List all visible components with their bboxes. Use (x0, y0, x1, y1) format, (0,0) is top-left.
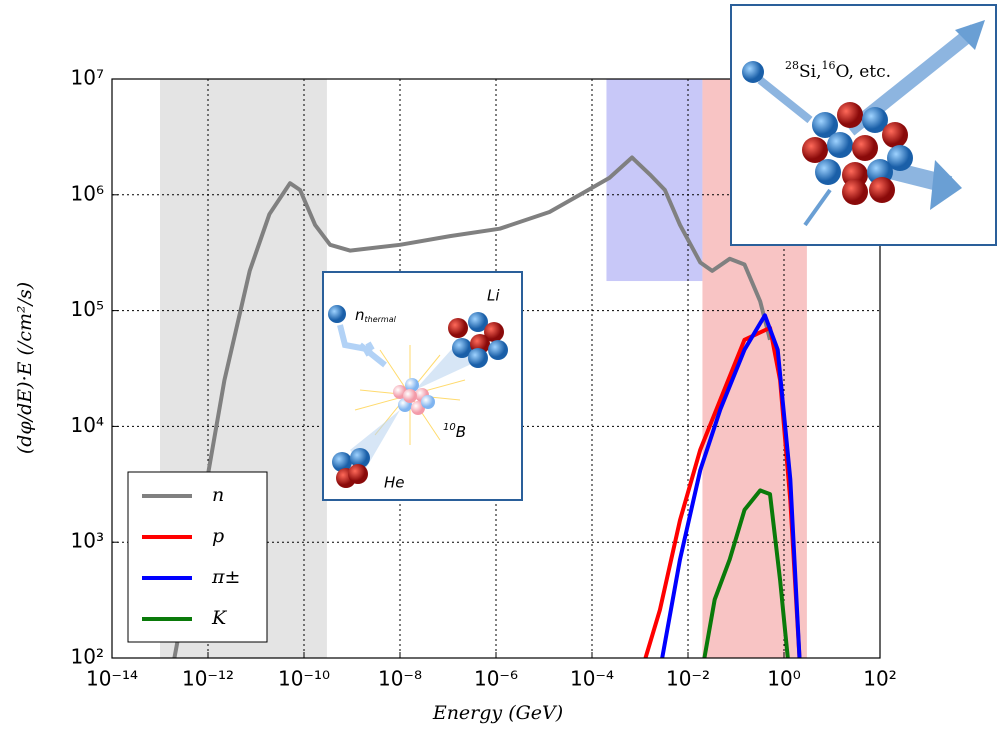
inset-label: He (384, 474, 405, 492)
boron-nucleus (393, 378, 435, 415)
lines (172, 155, 802, 658)
y-tick-label: 10⁷ (71, 66, 104, 90)
x-tick-label: 10⁻¹² (182, 667, 234, 691)
inset-label: 10B (443, 422, 466, 441)
y-tick-label: 10³ (71, 529, 104, 553)
x-tick-label: 10⁻¹⁴ (86, 667, 138, 691)
x-tick-label: 10² (863, 667, 896, 691)
series-line (660, 313, 802, 658)
legend-box (127, 471, 268, 643)
y-tick-label: 10² (71, 645, 104, 669)
y-tick-label: 10⁴ (71, 413, 104, 437)
x-tick-label: 10⁻² (666, 667, 710, 691)
y-axis-label: (dφ/dE)·E (/cm²/s) (14, 282, 36, 454)
inset-label: Li (487, 287, 500, 305)
ticks: 10⁻¹⁴ 10⁻¹² 10⁻¹⁰ 10⁻⁸ 10⁻⁶ 10⁻⁴ 10⁻² 10⁰ 10² 10²… (71, 66, 897, 691)
y-tick-label: 10⁶ (71, 181, 104, 205)
he-nucleus (332, 448, 370, 488)
x-tick-label: 10⁻⁴ (570, 667, 614, 691)
series-line (702, 488, 790, 658)
legend-label: π± (211, 566, 240, 588)
inset-label: nthermal (355, 306, 397, 324)
inset-spallation: 28Si,16O, etc. (730, 4, 997, 246)
li-nucleus (448, 312, 508, 368)
si-nucleus (802, 102, 913, 205)
legend-label: K (211, 607, 228, 629)
x-tick-label: 10⁻¹⁰ (278, 667, 330, 691)
inset-boron: nthermal Li 10B He (322, 271, 523, 501)
inset-label: 28Si,16O, etc. (785, 59, 891, 82)
y-tick-label: 10⁵ (71, 297, 104, 321)
x-tick-label: 10⁻⁸ (378, 667, 422, 691)
legend: np π± K (127, 471, 268, 643)
legend-label: p (212, 525, 224, 547)
legend-label: n (212, 484, 224, 506)
x-tick-label: 10⁻⁶ (474, 667, 518, 691)
series-line (172, 155, 772, 658)
x-tick-label: 10⁰ (767, 667, 800, 691)
x-axis-label: Energy (GeV) (432, 702, 563, 724)
